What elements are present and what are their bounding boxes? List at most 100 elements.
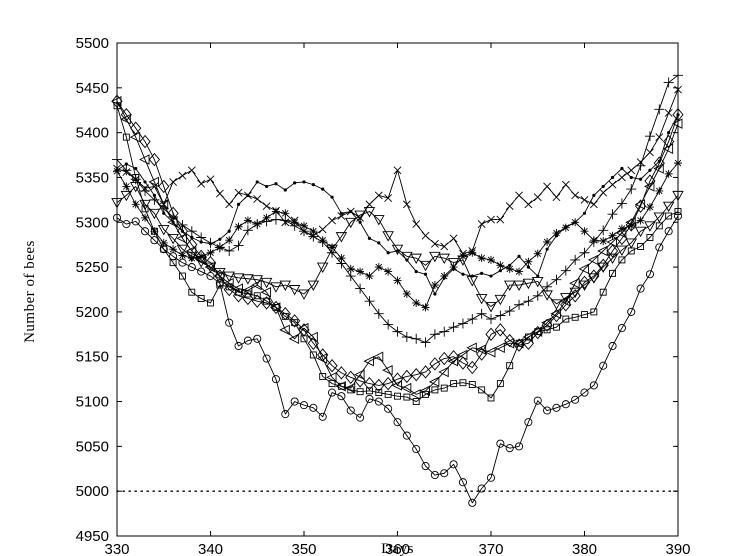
data-point (318, 412, 327, 421)
data-point (405, 258, 409, 262)
data-point (197, 295, 205, 302)
data-point (140, 185, 151, 196)
data-point (601, 184, 605, 189)
data-point (598, 225, 609, 236)
series-plus (112, 70, 683, 348)
x-tick-label: 360 (385, 541, 410, 556)
data-point (363, 207, 376, 218)
data-point (242, 274, 254, 285)
data-point (346, 406, 355, 415)
data-point (608, 180, 617, 189)
data-point (637, 243, 645, 250)
data-point (241, 285, 253, 296)
data-point (162, 211, 166, 215)
data-point (197, 267, 206, 276)
x-tick-label: 330 (104, 541, 129, 556)
data-point (561, 180, 570, 189)
y-tick-label: 5350 (76, 169, 109, 186)
data-point (384, 194, 393, 202)
data-point (486, 473, 496, 482)
series-dot (115, 113, 680, 296)
y-tick-label: 5050 (76, 438, 109, 455)
data-point (384, 390, 392, 398)
data-point (608, 341, 617, 351)
data-point (543, 326, 551, 334)
data-point (461, 272, 465, 276)
data-point (270, 282, 282, 293)
data-point (274, 182, 278, 186)
data-point (419, 385, 430, 397)
data-point (447, 355, 459, 367)
data-point (395, 249, 400, 253)
data-point (150, 236, 159, 245)
plot-series (110, 70, 684, 507)
data-point (300, 221, 308, 230)
data-point (421, 231, 430, 240)
data-point (167, 233, 179, 245)
data-point (514, 299, 525, 310)
data-point (573, 220, 577, 224)
data-point (197, 179, 206, 188)
data-point (627, 307, 636, 316)
data-point (571, 313, 579, 321)
data-point (262, 202, 271, 211)
data-point (480, 271, 484, 275)
data-point (617, 323, 626, 333)
data-point (487, 394, 495, 402)
y-tick-label: 5000 (76, 483, 109, 500)
data-point (476, 347, 488, 361)
data-point (372, 351, 384, 362)
data-point (484, 347, 496, 358)
data-point (393, 166, 402, 175)
data-point (354, 369, 365, 380)
data-point (169, 259, 177, 267)
data-point (185, 245, 197, 257)
data-point (564, 225, 568, 229)
data-point (475, 344, 487, 355)
data-point (141, 213, 150, 222)
data-point (606, 244, 619, 258)
data-point (391, 380, 402, 391)
data-point (366, 387, 373, 395)
data-point (176, 233, 187, 244)
data-point (131, 200, 140, 209)
data-point (148, 208, 161, 220)
data-point (420, 337, 431, 348)
data-point (393, 276, 402, 285)
series-triangle-left (110, 96, 683, 400)
data-point (522, 278, 535, 290)
data-point (335, 381, 346, 392)
data-point (616, 198, 627, 209)
data-point (271, 375, 281, 384)
x-tick-label: 340 (198, 541, 223, 556)
data-point (243, 336, 252, 345)
data-point (552, 193, 561, 202)
data-point (504, 333, 516, 348)
data-point (636, 216, 645, 225)
data-point (130, 174, 141, 185)
data-point (433, 292, 437, 296)
data-point (356, 388, 364, 396)
data-point (401, 251, 413, 263)
data-point (477, 220, 486, 228)
data-point (365, 394, 374, 403)
data-point (522, 331, 533, 343)
data-point (215, 189, 224, 198)
data-point (485, 302, 497, 313)
data-point (337, 254, 346, 263)
data-point (494, 342, 505, 353)
data-point (358, 220, 362, 224)
data-point (139, 154, 150, 165)
data-point (309, 227, 318, 236)
data-point (476, 308, 487, 319)
data-point (458, 252, 467, 261)
data-point (158, 179, 170, 194)
data-point (326, 358, 338, 373)
data-point (532, 290, 543, 301)
x-tick-label: 380 (572, 541, 597, 556)
data-point (485, 327, 497, 342)
data-point (429, 357, 441, 371)
data-point (561, 400, 570, 409)
data-point (552, 229, 561, 238)
